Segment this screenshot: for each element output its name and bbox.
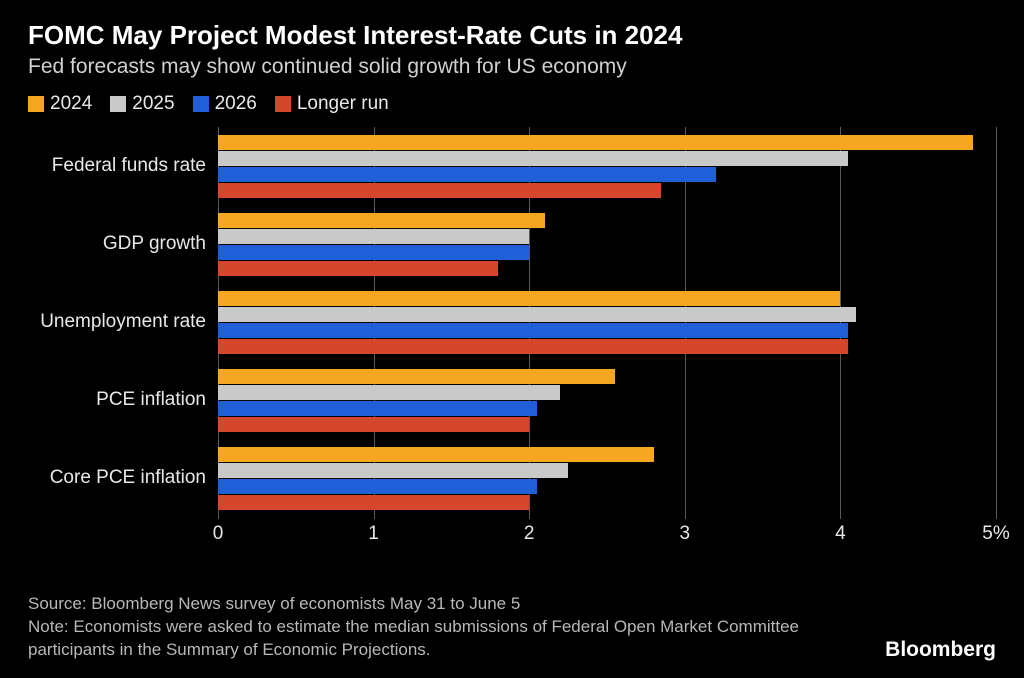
y-axis-label: Federal funds rate (28, 127, 218, 205)
y-axis-label: Unemployment rate (28, 283, 218, 361)
x-axis-tick: 4 (835, 523, 846, 545)
y-axis-label: PCE inflation (28, 361, 218, 439)
legend-swatch-icon (275, 96, 291, 112)
bar (218, 463, 568, 478)
legend-swatch-icon (193, 96, 209, 112)
bar (218, 401, 537, 416)
bar (218, 213, 545, 228)
chart-container: FOMC May Project Modest Interest-Rate Cu… (0, 0, 1024, 678)
bar (218, 417, 529, 432)
legend-label: Longer run (297, 93, 389, 115)
x-axis-tick: 3 (680, 523, 691, 545)
bar (218, 385, 560, 400)
brand-label: Bloomberg (885, 638, 996, 662)
plot-area: 012345% (218, 127, 996, 545)
x-axis-tick: 1 (368, 523, 379, 545)
y-axis-label: GDP growth (28, 205, 218, 283)
x-axis-tick: 2 (524, 523, 535, 545)
legend-swatch-icon (110, 96, 126, 112)
bar (218, 183, 661, 198)
legend-item: 2026 (193, 93, 257, 115)
bar (218, 339, 848, 354)
y-axis-label: Core PCE inflation (28, 439, 218, 517)
legend-label: 2025 (132, 93, 174, 115)
bar (218, 447, 654, 462)
chart-subtitle: Fed forecasts may show continued solid g… (28, 55, 996, 79)
legend-item: 2025 (110, 93, 174, 115)
bar-group (218, 439, 996, 517)
bar (218, 229, 529, 244)
bar (218, 495, 529, 510)
bar (218, 151, 848, 166)
x-axis-tick: 5% (982, 523, 1009, 545)
x-axis: 012345% (218, 519, 996, 545)
legend-label: 2024 (50, 93, 92, 115)
bar (218, 245, 529, 260)
bar (218, 291, 840, 306)
bar (218, 167, 716, 182)
footer-source: Source: Bloomberg News survey of economi… (28, 593, 808, 616)
bar (218, 261, 498, 276)
legend-label: 2026 (215, 93, 257, 115)
bar (218, 369, 615, 384)
bar-group (218, 361, 996, 439)
chart-legend: 2024 2025 2026 Longer run (28, 93, 996, 115)
bar (218, 479, 537, 494)
legend-item: Longer run (275, 93, 389, 115)
bar-group (218, 283, 996, 361)
footer-text: Source: Bloomberg News survey of economi… (28, 593, 808, 662)
chart-area: Federal funds rate GDP growth Unemployme… (28, 127, 996, 545)
chart-title: FOMC May Project Modest Interest-Rate Cu… (28, 20, 996, 51)
legend-swatch-icon (28, 96, 44, 112)
bar (218, 323, 848, 338)
footer-note: Note: Economists were asked to estimate … (28, 616, 808, 662)
legend-item: 2024 (28, 93, 92, 115)
gridline (996, 127, 997, 519)
bar (218, 135, 973, 150)
x-axis-tick: 0 (213, 523, 224, 545)
bar-group (218, 127, 996, 205)
chart-footer: Source: Bloomberg News survey of economi… (28, 593, 996, 662)
y-axis-labels: Federal funds rate GDP growth Unemployme… (28, 127, 218, 545)
bar (218, 307, 856, 322)
bar-group (218, 205, 996, 283)
